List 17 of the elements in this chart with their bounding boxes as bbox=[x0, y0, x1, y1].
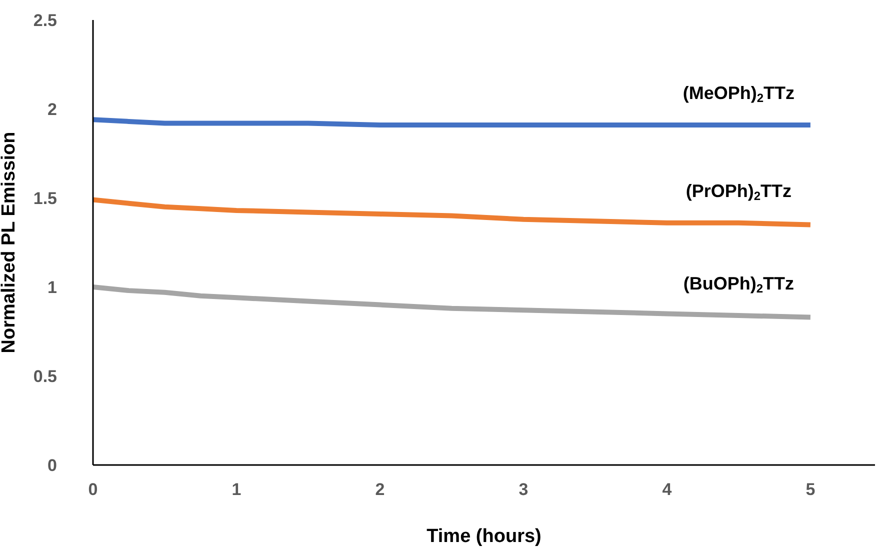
x-tick-label: 4 bbox=[662, 480, 672, 500]
y-axis-title: Normalized PL Emission bbox=[0, 132, 20, 354]
series-label: (BuOPh)$_{2}$TTz bbox=[683, 273, 794, 296]
x-tick-label: 3 bbox=[518, 480, 528, 500]
x-tick-label: 1 bbox=[232, 480, 242, 500]
y-tick-label: 2.5 bbox=[33, 11, 57, 30]
series-label: (PrOPh)$_{2}$TTz bbox=[686, 180, 792, 203]
x-tick-label: 2 bbox=[375, 480, 385, 500]
y-tick-label: 0.5 bbox=[33, 367, 57, 386]
y-tick-label: 2 bbox=[48, 100, 57, 120]
x-tick-label: 5 bbox=[806, 480, 816, 500]
x-tick-label: 0 bbox=[88, 480, 98, 500]
y-tick-label: 1 bbox=[48, 278, 57, 298]
x-axis-title: Time (hours) bbox=[426, 526, 542, 547]
y-tick-label: 0 bbox=[48, 456, 57, 476]
y-tick-label: 1.5 bbox=[33, 189, 57, 208]
series-label: (MeOPh)$_{2}$TTz bbox=[682, 83, 795, 106]
